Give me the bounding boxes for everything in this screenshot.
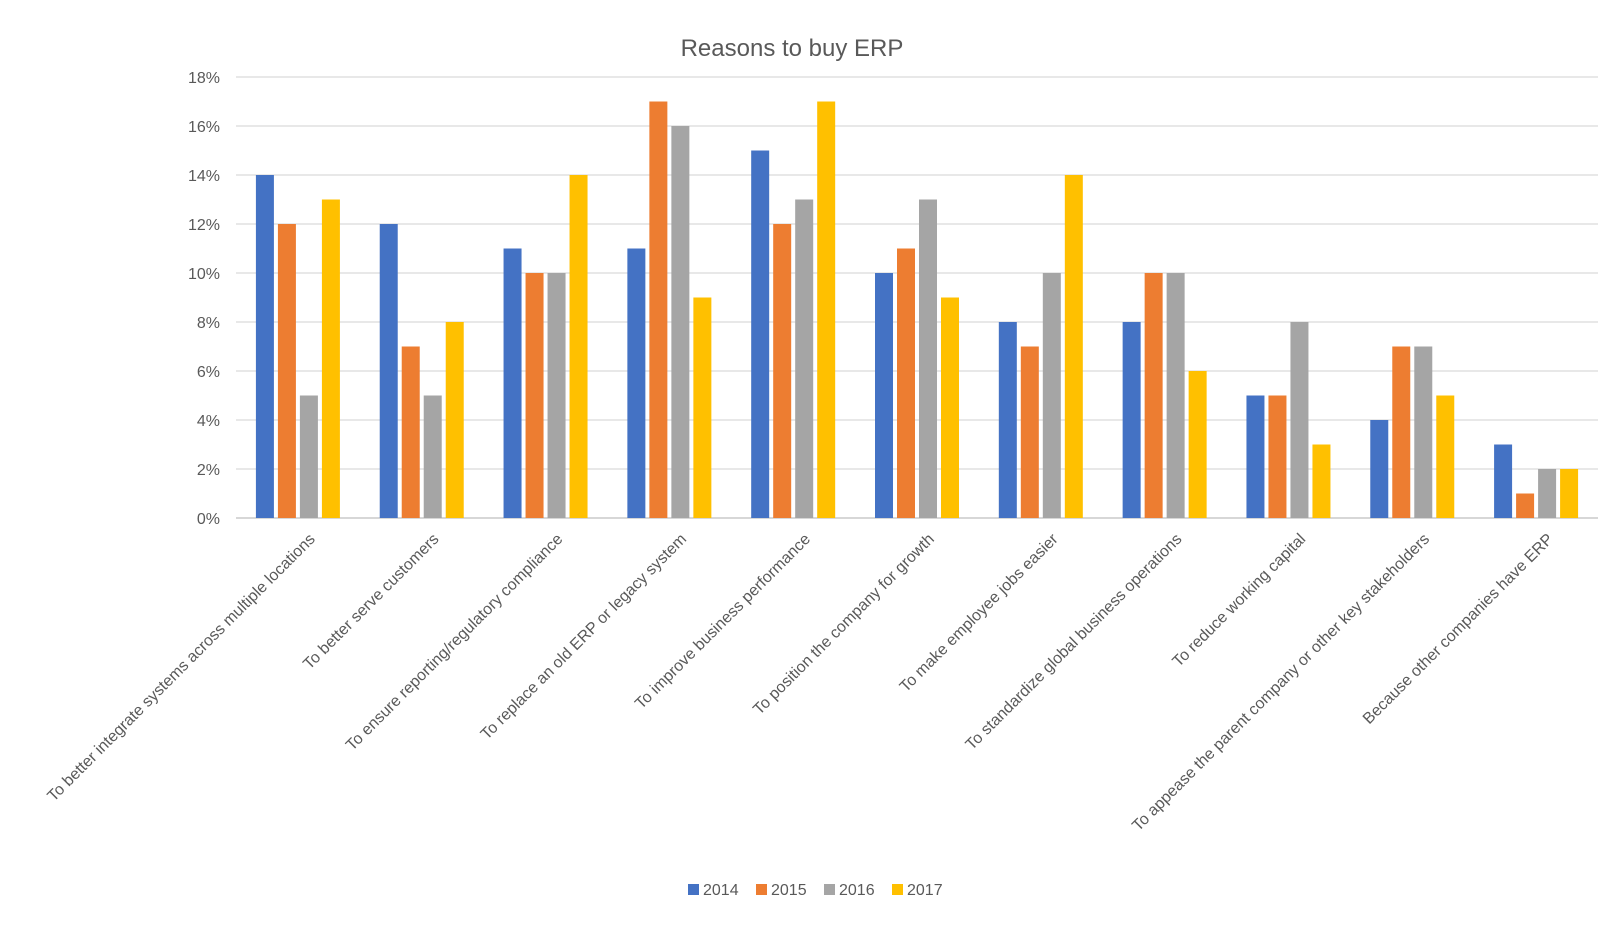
y-tick-label: 16% bbox=[188, 119, 220, 136]
bar-2014-9 bbox=[1246, 395, 1265, 518]
x-tick-label: To better serve customers bbox=[300, 531, 442, 673]
bar-2014-8 bbox=[1122, 322, 1141, 518]
bar-2015-3 bbox=[525, 273, 544, 518]
y-tick-label: 8% bbox=[197, 315, 220, 332]
bar-2016-1 bbox=[299, 395, 318, 518]
x-tick-label: To reduce working capital bbox=[1170, 531, 1310, 671]
bar-2016-3 bbox=[547, 273, 566, 518]
bar-2015-2 bbox=[401, 346, 420, 518]
x-tick-label: To replace an old ERP or legacy system bbox=[478, 531, 690, 743]
bar-2015-7 bbox=[1020, 346, 1039, 518]
bar-2017-11 bbox=[1560, 469, 1579, 518]
bar-2017-9 bbox=[1312, 444, 1331, 518]
bar-2017-7 bbox=[1064, 175, 1083, 518]
y-tick-label: 0% bbox=[197, 511, 220, 528]
legend-swatch-2015 bbox=[756, 884, 767, 895]
bar-2015-1 bbox=[277, 224, 296, 518]
y-tick-label: 10% bbox=[188, 266, 220, 283]
bar-2017-1 bbox=[321, 199, 340, 518]
legend-swatch-2014 bbox=[688, 884, 699, 895]
y-tick-label: 14% bbox=[188, 168, 220, 185]
bar-2015-6 bbox=[897, 248, 915, 518]
bar-2015-8 bbox=[1144, 273, 1163, 518]
chart-title: Reasons to buy ERP bbox=[681, 35, 904, 62]
bar-2014-5 bbox=[751, 150, 770, 518]
y-tick-label: 2% bbox=[197, 462, 220, 479]
x-tick-label: To appease the parent company or other k… bbox=[1129, 531, 1433, 835]
bar-2016-6 bbox=[919, 199, 937, 518]
bars bbox=[255, 101, 1579, 518]
y-tick-label: 4% bbox=[197, 413, 220, 430]
bar-2014-2 bbox=[379, 224, 398, 518]
legend-swatch-2016 bbox=[824, 884, 835, 895]
bar-2016-5 bbox=[795, 199, 814, 518]
y-axis-ticks: 0% 2% 4% 6% 8% 10% 12% 14% 16% 18% bbox=[188, 70, 220, 528]
bar-2017-3 bbox=[569, 175, 588, 518]
x-tick-label: To better integrate systems across multi… bbox=[45, 531, 319, 805]
y-tick-label: 12% bbox=[188, 217, 220, 234]
bar-2017-10 bbox=[1436, 395, 1455, 518]
x-tick-label: Because other companies have ERP bbox=[1360, 531, 1557, 728]
bar-2016-11 bbox=[1538, 469, 1557, 518]
bar-2016-7 bbox=[1042, 273, 1061, 518]
bar-2014-3 bbox=[503, 248, 522, 518]
bar-2017-2 bbox=[445, 322, 464, 518]
x-tick-label: To ensure reporting/regulatory complianc… bbox=[343, 531, 566, 754]
bar-2015-5 bbox=[773, 224, 792, 518]
y-tick-label: 6% bbox=[197, 364, 220, 381]
bar-2014-11 bbox=[1494, 444, 1513, 518]
x-tick-label: To standardize global business operation… bbox=[963, 531, 1186, 754]
bar-2014-6 bbox=[875, 273, 893, 518]
legend-label: 2014 bbox=[703, 882, 739, 899]
bar-2015-4 bbox=[649, 101, 668, 518]
bar-2015-10 bbox=[1392, 346, 1411, 518]
bar-2017-8 bbox=[1188, 371, 1207, 518]
bar-2017-5 bbox=[817, 101, 836, 518]
legend: 2014 2015 2016 2017 bbox=[688, 882, 943, 899]
bar-2015-11 bbox=[1516, 493, 1535, 518]
bar-2016-10 bbox=[1414, 346, 1433, 518]
legend-label: 2015 bbox=[771, 882, 807, 899]
bar-2014-1 bbox=[255, 175, 274, 518]
bar-2015-9 bbox=[1268, 395, 1287, 518]
bar-2016-4 bbox=[671, 126, 690, 518]
bar-2017-4 bbox=[693, 297, 712, 518]
y-tick-label: 18% bbox=[188, 70, 220, 87]
bar-2016-9 bbox=[1290, 322, 1309, 518]
x-axis-ticks: To better integrate systems across multi… bbox=[45, 530, 1557, 834]
bar-2017-6 bbox=[941, 297, 959, 518]
legend-label: 2017 bbox=[907, 882, 943, 899]
bar-2014-10 bbox=[1370, 420, 1389, 518]
bar-2014-7 bbox=[998, 322, 1017, 518]
bar-2016-8 bbox=[1166, 273, 1185, 518]
bar-2016-2 bbox=[423, 395, 442, 518]
legend-swatch-2017 bbox=[892, 884, 903, 895]
legend-label: 2016 bbox=[839, 882, 875, 899]
bar-2014-4 bbox=[627, 248, 646, 518]
